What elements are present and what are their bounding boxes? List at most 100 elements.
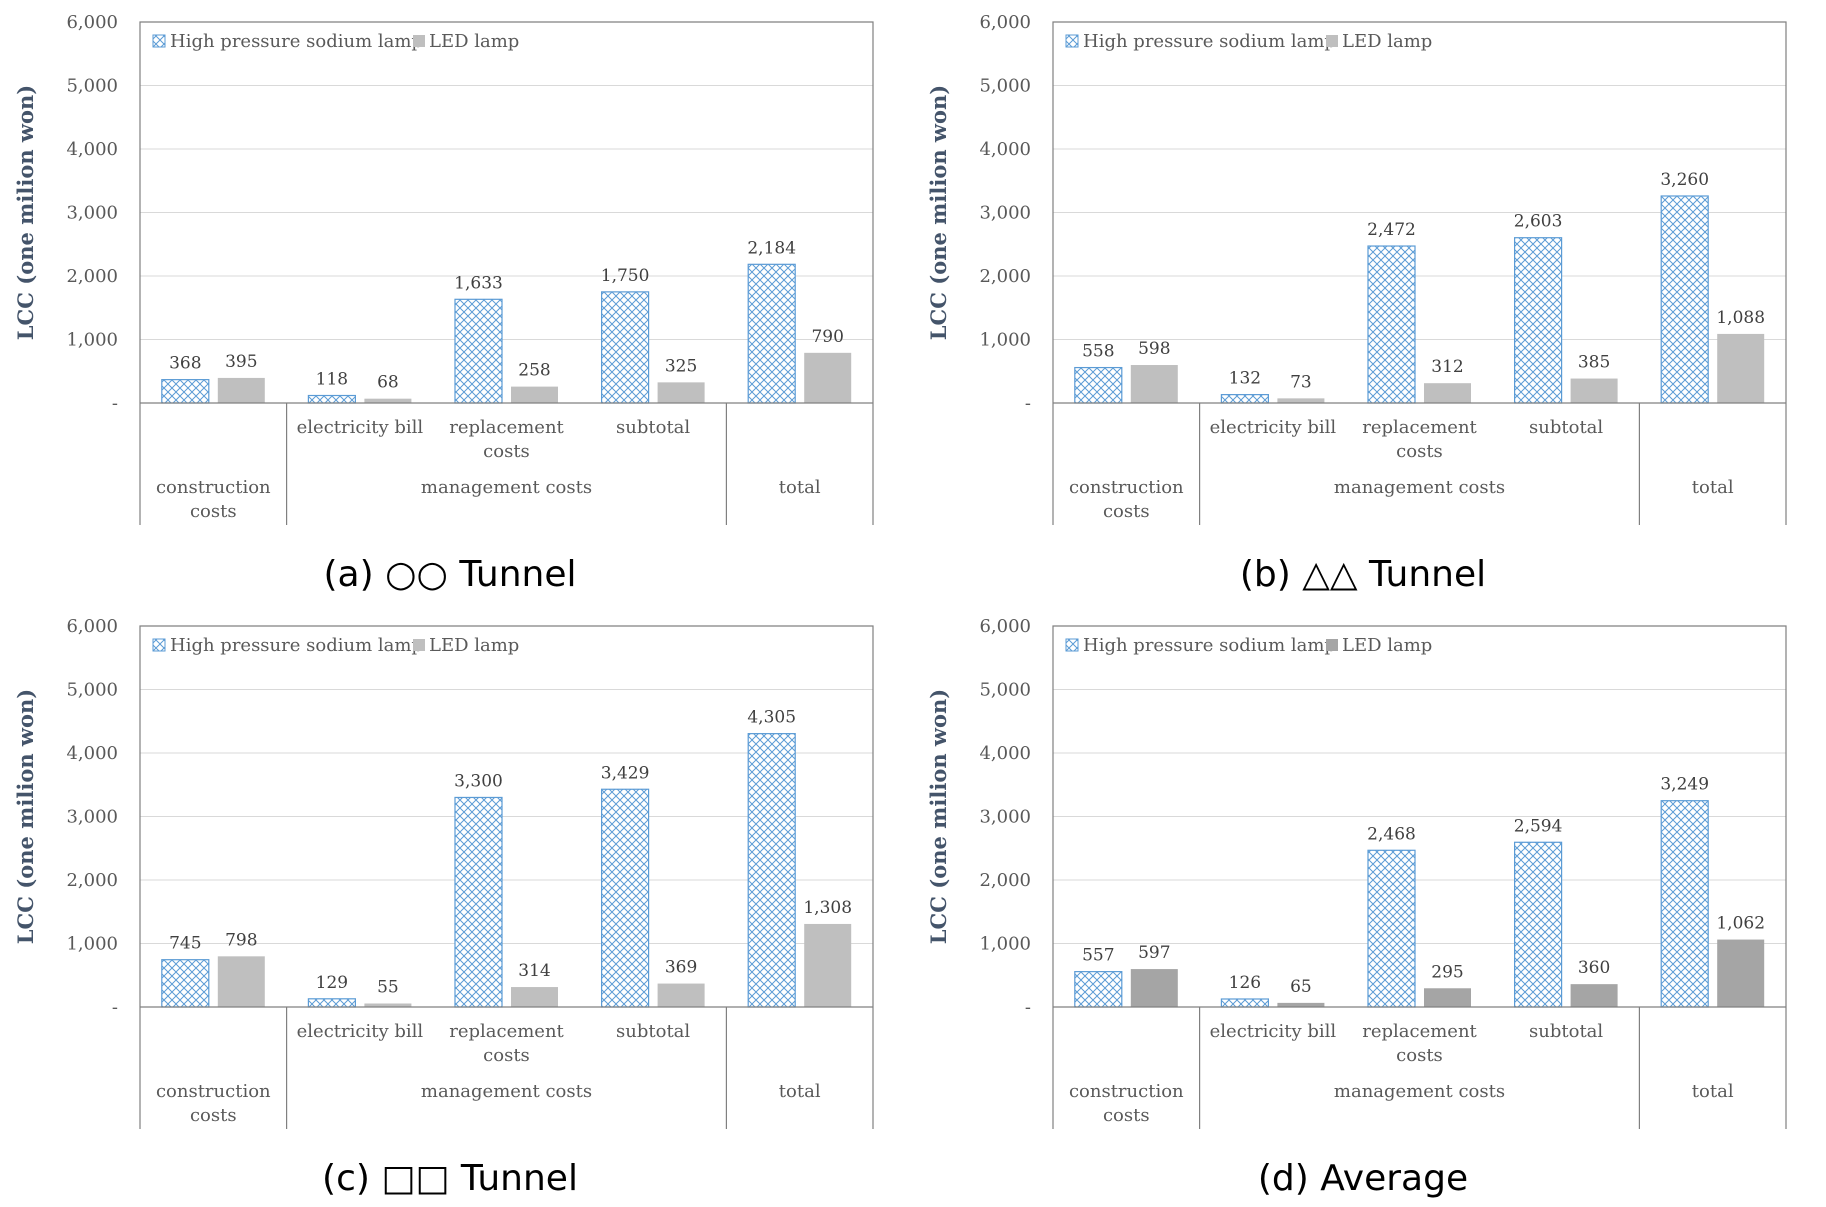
y-tick-label: 5,000 [979, 680, 1031, 701]
y-tick-label: 6,000 [66, 616, 118, 637]
y-axis-label: LCC (one milion won) [13, 85, 38, 340]
bar-led [217, 377, 265, 403]
bar-sodium [1220, 998, 1269, 1008]
category-label: electricity bill [1210, 417, 1337, 438]
y-tick-label: 6,000 [979, 616, 1031, 637]
bar-sodium [454, 298, 503, 404]
legend-swatch-sodium [152, 638, 166, 652]
bar-led [1570, 984, 1618, 1007]
legend: High pressure sodium lamp LED lamp [1065, 31, 1432, 52]
data-label: 73 [1290, 372, 1312, 392]
y-tick-label: 3,000 [979, 203, 1031, 224]
bar-sodium [1660, 195, 1709, 404]
group-label: construction [1069, 1081, 1184, 1102]
data-label: 132 [1229, 369, 1261, 389]
plot-frame [139, 625, 874, 1007]
data-label: 2,472 [1367, 220, 1416, 240]
data-label: 1,633 [454, 273, 503, 293]
y-tick-label: 5,000 [979, 76, 1031, 97]
y-tick-label: 5,000 [66, 76, 118, 97]
legend-swatch-sodium [152, 34, 166, 48]
data-label: 3,260 [1660, 170, 1709, 190]
legend-swatch-led [413, 35, 425, 47]
bar-led [1570, 378, 1618, 403]
data-label: 2,603 [1514, 212, 1563, 232]
data-label: 3,429 [601, 763, 650, 783]
y-tick-label: 2,000 [66, 870, 118, 891]
chart-panel-d: - 1,000 2,000 3,000 4,000 5,000 6,000 LCC (one … [926, 616, 1787, 1199]
legend-label-led: LED lamp [429, 31, 519, 52]
group-label: management costs [1334, 477, 1505, 498]
legend-label-sodium: High pressure sodium lamp [170, 635, 423, 656]
bar-led [1424, 988, 1471, 1007]
legend-label-sodium: High pressure sodium lamp [170, 31, 423, 52]
data-label: 2,468 [1367, 824, 1416, 844]
group-label: costs [190, 1105, 237, 1126]
data-label: 745 [169, 934, 201, 954]
chart-panel-b: - 1,000 2,000 3,000 4,000 5,000 6,000 LCC (one … [926, 12, 1787, 595]
y-tick-label: 2,000 [979, 870, 1031, 891]
y-tick-label: 6,000 [979, 12, 1031, 33]
y-tick-label: 4,000 [979, 139, 1031, 160]
bar-sodium [1660, 800, 1709, 1008]
panel-caption: (d) Average [1258, 1158, 1468, 1199]
y-tick-label: - [1025, 997, 1031, 1018]
data-label: 597 [1138, 943, 1170, 963]
data-label: 368 [169, 354, 201, 374]
data-label: 68 [377, 373, 399, 393]
data-label: 55 [377, 978, 399, 998]
data-label: 65 [1290, 977, 1312, 997]
legend-label-led: LED lamp [429, 635, 519, 656]
chart-panel-c: - 1,000 2,000 3,000 4,000 5,000 6,000 LCC (one … [13, 616, 874, 1199]
bar-sodium [600, 291, 650, 404]
plot-frame [1052, 21, 1787, 403]
y-tick-label: 1,000 [66, 934, 118, 955]
bar-sodium [1367, 849, 1416, 1008]
bar-sodium [307, 998, 356, 1008]
legend-swatch-led [413, 639, 425, 651]
y-tick-label: 2,000 [979, 266, 1031, 287]
category-label: replacement [449, 417, 564, 438]
bar-led [511, 386, 558, 403]
data-label: 1,750 [601, 266, 650, 286]
data-label: 2,594 [1514, 816, 1563, 836]
group-label: management costs [1334, 1081, 1505, 1102]
y-tick-label: - [112, 393, 118, 414]
bar-sodium [1220, 394, 1269, 404]
bar-led [1277, 398, 1325, 403]
category-label: replacement [449, 1021, 564, 1042]
bar-led [657, 983, 705, 1007]
group-label: construction [156, 477, 271, 498]
y-axis-label: LCC (one milion won) [926, 85, 951, 340]
legend-label-sodium: High pressure sodium lamp [1083, 31, 1336, 52]
bar-sodium [600, 788, 650, 1008]
data-label: 1,308 [803, 898, 852, 918]
y-tick-label: 1,000 [979, 934, 1031, 955]
group-label: total [1692, 1081, 1734, 1102]
data-label: 790 [811, 327, 843, 347]
plot-frame [139, 21, 874, 403]
data-label: 3,300 [454, 771, 503, 791]
legend-label-led: LED lamp [1342, 635, 1432, 656]
bar-sodium [161, 959, 210, 1008]
y-axis-label: LCC (one milion won) [13, 689, 38, 944]
legend: High pressure sodium lamp LED lamp [152, 635, 519, 656]
data-label: 798 [225, 930, 257, 950]
legend-swatch-sodium [1065, 34, 1079, 48]
legend-swatch-led [1326, 639, 1338, 651]
legend-swatch-sodium [1065, 638, 1079, 652]
bar-sodium [454, 796, 503, 1008]
data-label: 325 [665, 356, 697, 376]
y-tick-label: 4,000 [66, 743, 118, 764]
category-label: costs [483, 441, 530, 462]
data-label: 118 [316, 370, 348, 390]
y-tick-label: 3,000 [979, 807, 1031, 828]
bar-sodium [1513, 841, 1563, 1008]
category-label: replacement [1362, 1021, 1477, 1042]
bar-sodium [1074, 971, 1123, 1008]
group-label: costs [190, 501, 237, 522]
data-label: 258 [518, 361, 550, 381]
category-label: costs [1396, 441, 1443, 462]
y-tick-label: 1,000 [66, 330, 118, 351]
bar-sodium [1367, 245, 1416, 404]
